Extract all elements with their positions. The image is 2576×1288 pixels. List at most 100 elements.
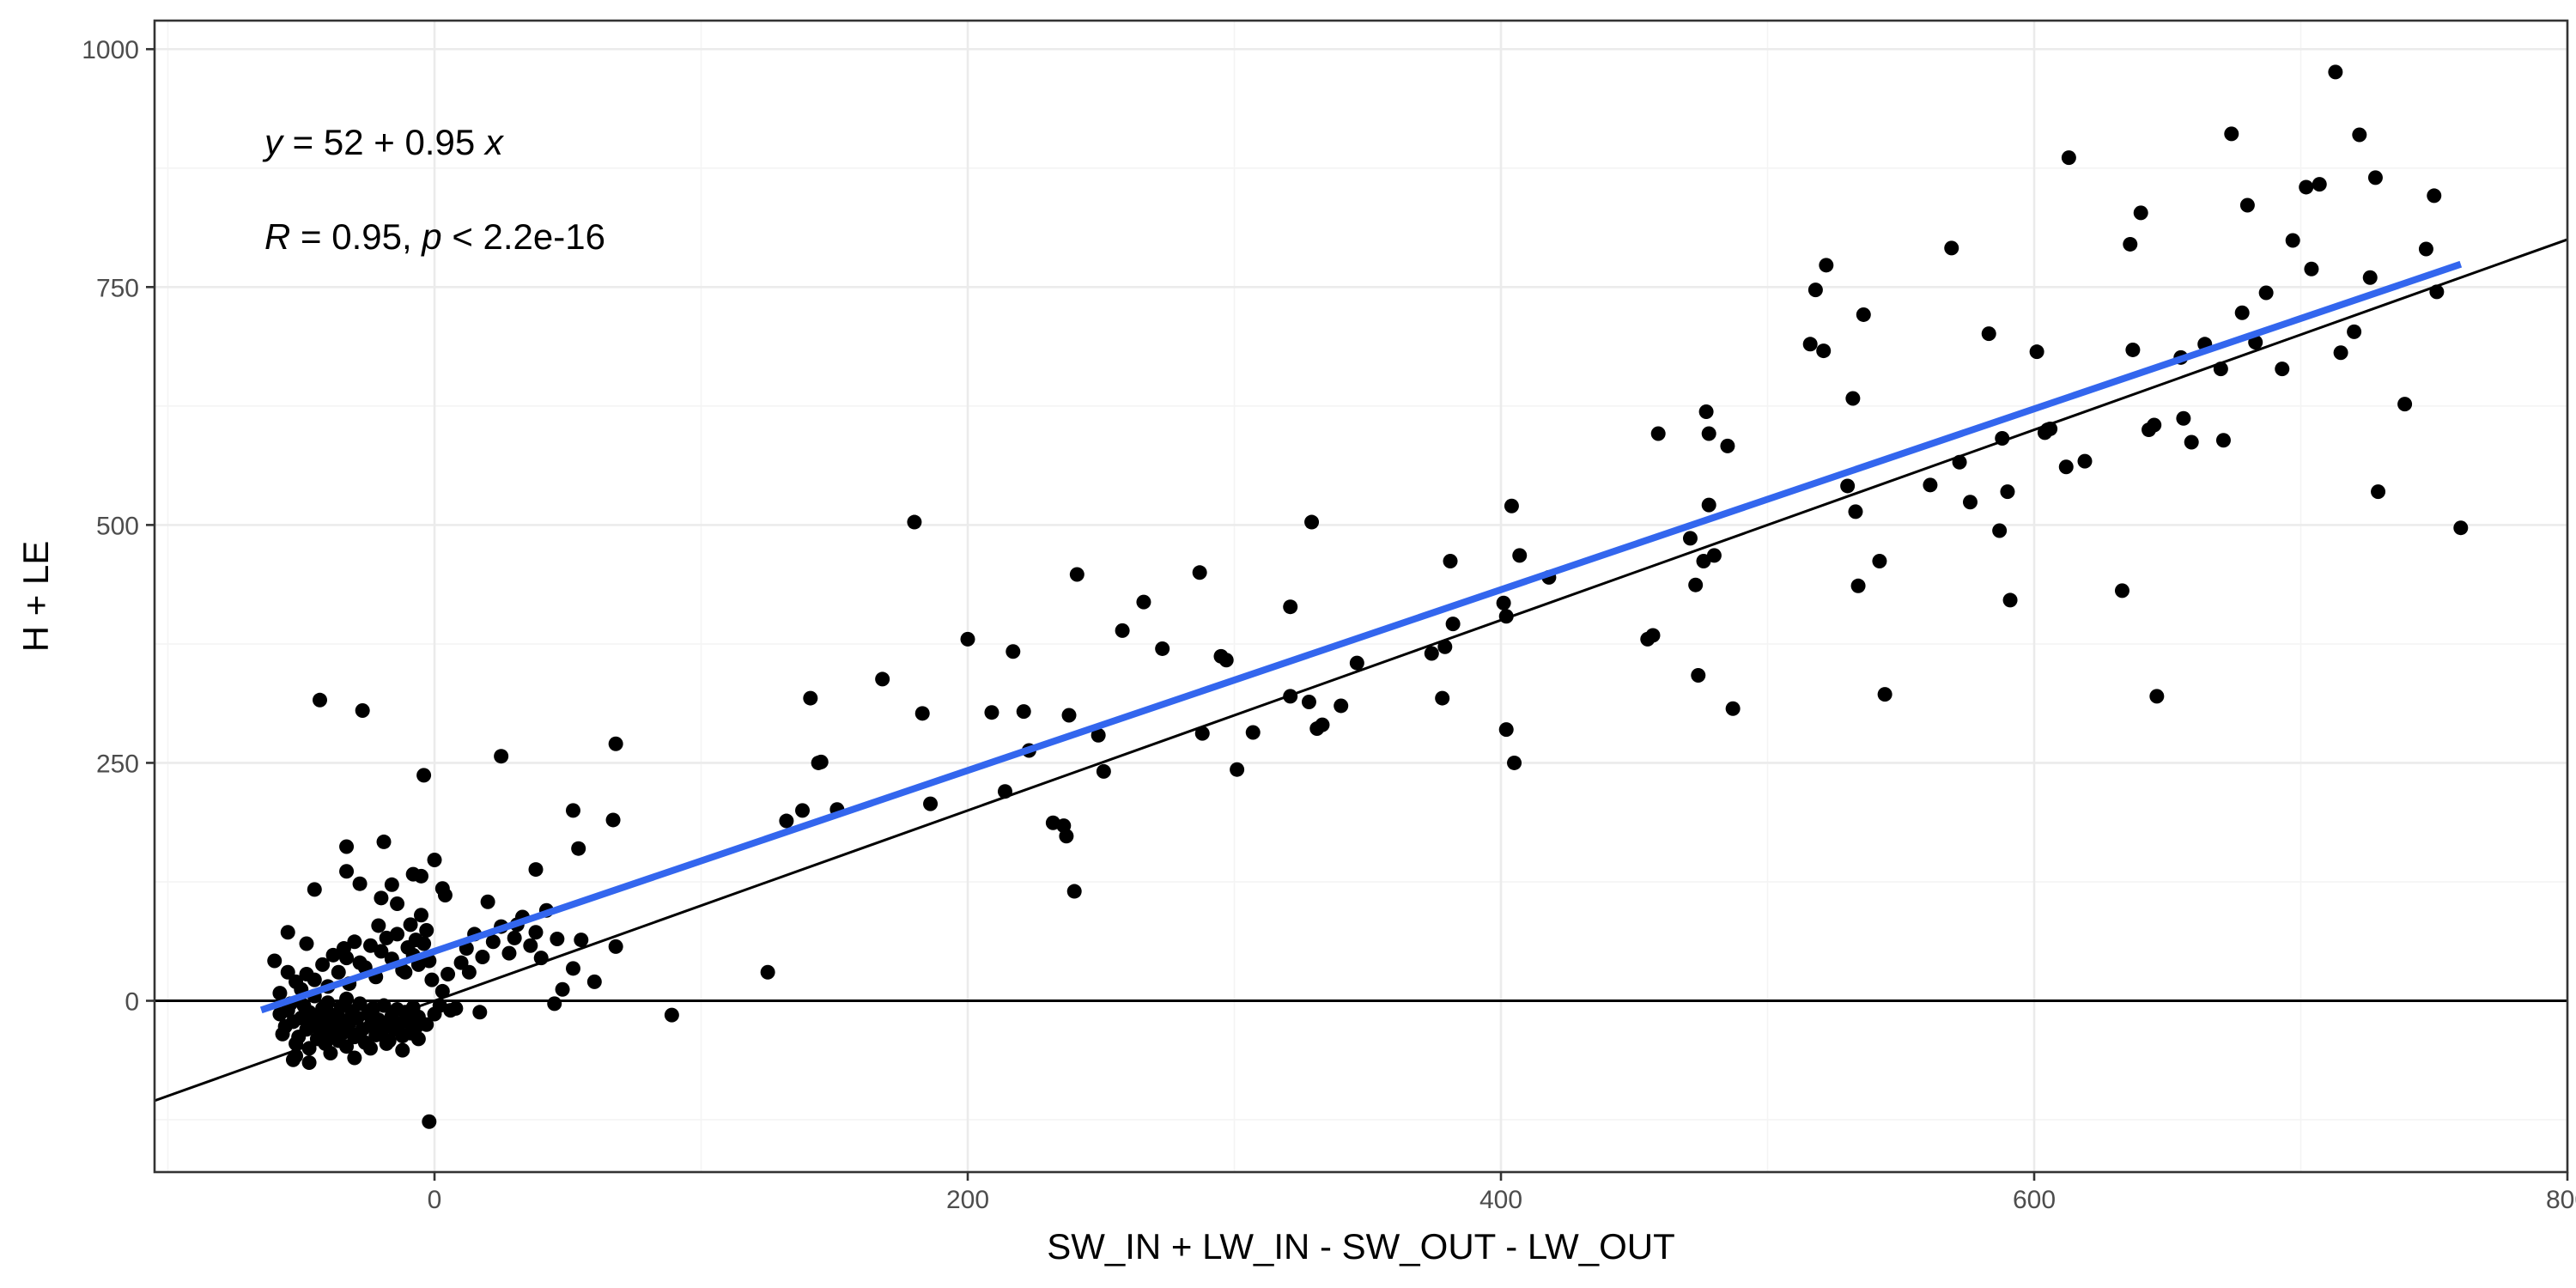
- data-point: [2258, 285, 2274, 301]
- data-point: [1850, 578, 1866, 593]
- data-point: [547, 996, 562, 1012]
- data-point: [422, 1114, 437, 1129]
- data-point: [1445, 617, 1461, 632]
- x-axis-title: SW_IN + LW_IN - SW_OUT - LW_OUT: [1047, 1226, 1675, 1267]
- data-point: [437, 887, 453, 902]
- data-point: [1962, 495, 1978, 510]
- data-point: [1061, 708, 1077, 723]
- data-point: [1230, 762, 1245, 777]
- data-point: [301, 1055, 317, 1071]
- data-point: [325, 947, 341, 963]
- data-point: [555, 981, 570, 997]
- data-point: [1504, 498, 1519, 513]
- data-point: [2061, 150, 2076, 166]
- y-axis-ticks: 0 250 500 750 1000: [82, 36, 155, 1017]
- data-point: [1682, 531, 1698, 546]
- data-point: [1498, 609, 1514, 624]
- data-point: [427, 852, 442, 867]
- data-point: [434, 983, 450, 999]
- data-point: [1802, 337, 1818, 352]
- data-point: [1192, 565, 1207, 580]
- data-point: [2367, 170, 2383, 185]
- y-tick-label: 250: [96, 750, 139, 778]
- data-point: [320, 995, 336, 1011]
- data-point: [1315, 717, 1330, 732]
- x-tick-label: 600: [2013, 1186, 2056, 1214]
- data-point: [2239, 197, 2255, 213]
- data-point: [374, 944, 389, 959]
- identity-line: [154, 238, 2568, 1103]
- data-point: [984, 705, 999, 720]
- data-point: [390, 927, 405, 942]
- data-point: [1992, 523, 2008, 538]
- y-tick-label: 1000: [82, 36, 139, 64]
- data-point: [795, 803, 811, 818]
- data-point: [1923, 477, 1938, 493]
- data-point: [2328, 64, 2343, 80]
- data-point: [2275, 361, 2290, 377]
- data-point: [1995, 431, 2010, 447]
- data-point: [523, 938, 538, 953]
- data-point: [307, 882, 322, 897]
- data-point: [323, 1045, 338, 1060]
- data-point: [419, 923, 434, 939]
- data-point: [1435, 690, 1450, 706]
- data-point: [424, 972, 440, 987]
- data-point: [1701, 497, 1716, 513]
- data-point: [453, 955, 469, 970]
- data-point: [1016, 704, 1031, 720]
- data-point: [272, 986, 288, 1001]
- regression-fit-line: [259, 260, 2463, 1014]
- data-point: [1981, 326, 1996, 342]
- data-point: [285, 1052, 301, 1067]
- data-point: [507, 930, 522, 945]
- data-point: [574, 933, 589, 948]
- data-point: [2304, 261, 2319, 276]
- data-point: [501, 945, 517, 961]
- data-point: [608, 736, 623, 751]
- data-point: [1645, 628, 1661, 643]
- equation-body: = 52 + 0.95: [283, 122, 485, 162]
- data-point: [1283, 689, 1298, 704]
- data-point: [2427, 188, 2442, 204]
- data-point: [2147, 417, 2162, 433]
- data-point: [2000, 484, 2015, 500]
- data-point: [2029, 344, 2044, 360]
- data-point: [1688, 577, 1704, 592]
- data-point: [2362, 270, 2378, 285]
- data-point: [533, 951, 549, 966]
- data-point: [2333, 345, 2348, 361]
- data-point: [1194, 726, 1210, 741]
- data-point: [1944, 240, 1959, 256]
- data-point: [1691, 667, 1706, 683]
- correlation-stats: R = 0.95, p < 2.2e-16: [264, 216, 605, 257]
- data-point: [2043, 421, 2058, 436]
- data-point: [2058, 459, 2074, 475]
- data-point: [374, 890, 389, 906]
- data-point: [416, 936, 432, 951]
- data-point: [1856, 307, 1871, 322]
- data-point: [923, 796, 939, 811]
- data-point: [1819, 258, 1834, 273]
- data-point: [1720, 438, 1735, 453]
- data-point: [403, 917, 418, 933]
- data-point: [2077, 453, 2093, 469]
- data-point: [307, 972, 322, 987]
- data-point: [267, 953, 283, 969]
- data-point: [1701, 426, 1716, 441]
- data-point: [485, 934, 501, 950]
- data-point: [1845, 391, 1861, 406]
- data-point: [1807, 283, 1823, 298]
- data-point: [528, 925, 544, 940]
- data-point: [1498, 722, 1514, 738]
- minor-gridlines: [155, 21, 2567, 1172]
- data-point: [1424, 646, 1439, 661]
- data-point: [280, 964, 295, 980]
- data-point: [608, 939, 623, 954]
- data-point: [586, 974, 602, 989]
- data-point: [1069, 567, 1084, 582]
- data-point: [2312, 177, 2327, 192]
- data-point: [1005, 644, 1021, 659]
- data-point: [914, 706, 930, 721]
